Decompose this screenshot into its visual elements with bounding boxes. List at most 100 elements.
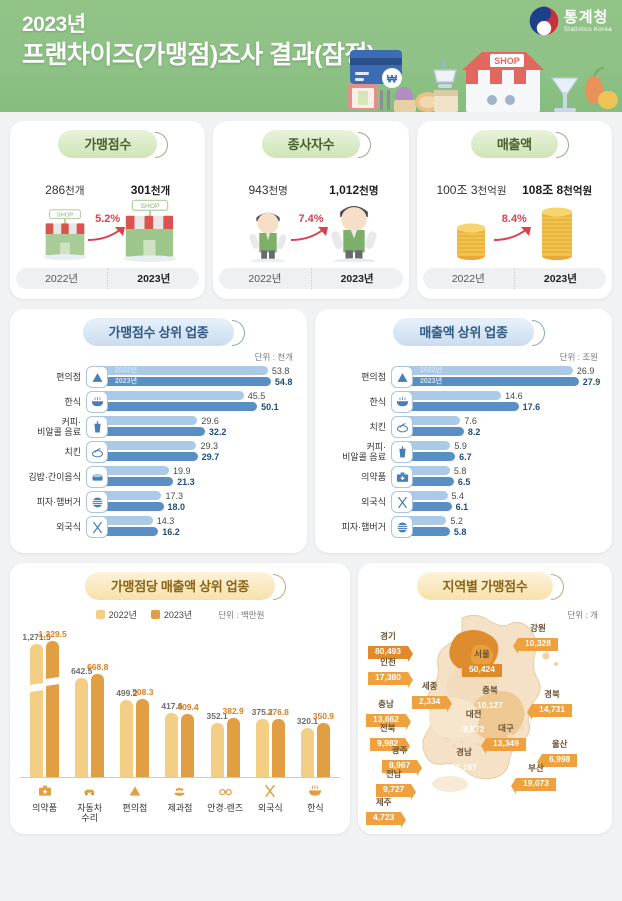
map-region-name: 경북 <box>544 689 560 699</box>
hbar-bar-2022: 2022년 26.9 <box>406 366 594 376</box>
vbar-value-2022: 320.1 <box>296 715 319 726</box>
kpi-years: 2022년 2023년 <box>16 268 200 289</box>
hbar-bars: 2022년 26.9 2023년 27.9 <box>406 366 602 388</box>
hbar-value-2023: 5.8 <box>453 526 467 537</box>
korea-map-wrap: 경기 80,493 서울 50,424 인천 17,380 강원 10,328 충북 10,127… <box>366 606 604 828</box>
vbar-x-label: 자동차 수리 <box>77 803 103 824</box>
vbar-group: 1,271.5 1,329.5 <box>22 627 67 777</box>
hbar-value-2022: 17.3 <box>165 490 183 501</box>
legend-swatch-2023 <box>150 610 160 619</box>
kpi-years: 2022년 2023년 <box>219 268 403 289</box>
glasses-icon <box>205 780 246 802</box>
kpi-title-wrap: 매출액 <box>423 130 606 158</box>
map-region-tag: 대구 13,349 <box>481 723 526 754</box>
hbar-bars: 5.8 6.5 <box>406 466 602 488</box>
kpi-year-prev: 2022년 <box>45 273 79 285</box>
korean-food-icon <box>391 391 413 413</box>
kpi-years: 2022년 2023년 <box>422 268 606 289</box>
map-region-value: 9,982 <box>370 737 411 754</box>
map-region-name: 경남 <box>456 747 472 757</box>
pizza-burger-icon <box>86 491 108 513</box>
legend-item-2023: 2023년 <box>150 608 192 621</box>
hbar-category-label: 한식 <box>369 396 386 407</box>
map-region-tag: 경기 80,493 <box>368 631 413 662</box>
worker-icon <box>242 200 294 262</box>
vbar-group: 375.2 376.8 <box>250 627 291 777</box>
vbar-x-label: 외국식 <box>257 803 283 813</box>
hbar-value-2023: 50.1 <box>261 401 279 412</box>
hbar-bar-2022: 19.9 <box>101 466 191 476</box>
vbar-x-label: 안경·렌즈 <box>207 803 244 813</box>
map-region-name: 강원 <box>530 623 546 633</box>
hbar-bar-2023: 16.2 <box>101 527 180 537</box>
hbar-bars: 5.4 6.1 <box>406 491 602 513</box>
hbar-bar-2022: 5.4 <box>406 491 464 501</box>
kpi-col-prev: 100조 3천억원 <box>432 181 511 262</box>
map-region-value: 10,127 <box>477 700 503 711</box>
coffee-cup-icon <box>391 441 413 463</box>
hbar-bars: 7.6 8.2 <box>406 416 602 438</box>
map-region-name: 서울 <box>474 649 490 659</box>
hbar-bars: 19.9 21.3 <box>101 466 297 488</box>
hbar-row: 김밥·간이음식 19.9 21.3 <box>20 466 297 488</box>
vbar-value-2022: 642.5 <box>71 665 93 676</box>
title-year: 2023년 <box>22 13 86 36</box>
map-region-value: 20,157 <box>451 762 477 773</box>
hbar-bar-2022: 29.3 <box>101 441 218 451</box>
kpi-body: 286천개 SHOP <box>16 162 199 262</box>
chart-title: 가맹점수 상위 업종 <box>82 318 246 346</box>
hbar-bar-2023: 6.1 <box>406 502 468 512</box>
hbar-value-2023: 6.5 <box>457 476 471 487</box>
map-region-value: 4,723 <box>366 811 407 828</box>
hbar-category-label: 의약품 <box>361 471 386 482</box>
hbar-rows: 편의점 2022년 26.9 2023년 27.9 한식 14.6 17.6 치킨 7.6 8.2 커… <box>325 366 602 538</box>
map-region-value: 14,731 <box>527 703 572 720</box>
map-region-tag: 광주 8,967 <box>382 745 423 776</box>
convenience-store-icon <box>391 366 413 388</box>
hbar-category-label: 피자·햄버거 <box>341 521 386 532</box>
hbar-bar-2023: 2023년 54.8 <box>101 377 292 387</box>
vbar-bar-2022: 499.2 <box>116 688 137 777</box>
cutlery-icon <box>380 90 390 110</box>
hbar-bar-2022: 2022년 53.8 <box>101 366 289 376</box>
pizza-burger-icon <box>391 516 413 538</box>
hbar-value-2022: 14.3 <box>156 515 175 526</box>
chart-unit-note: 단위 : 백만원 <box>218 609 265 620</box>
chart-title: 가맹점당 매출액 상위 업종 <box>84 572 287 600</box>
vbar-bar-2023: 350.9 <box>313 711 334 777</box>
map-region-value: 19,073 <box>511 777 556 794</box>
convenience-store-icon <box>114 780 155 802</box>
hbar-value-2023: 21.3 <box>177 476 195 487</box>
kpi-section: 가맹점수 286천개 SHOP <box>10 121 612 299</box>
hbar-bar-2022: 7.6 <box>406 416 477 426</box>
hbar-bars: 45.5 50.1 <box>101 391 297 413</box>
map-region-value: 80,493 <box>368 645 413 662</box>
kpi-card-revenue: 매출액 100조 3천억원 <box>416 121 612 299</box>
logo-text: 통계청 Statistics Korea <box>564 10 612 33</box>
hbar-value-2023: 17.6 <box>522 401 541 412</box>
kpi-curr-value: 1,012천명 <box>329 183 379 197</box>
map-region-tag: 충북 10,127 <box>470 685 510 713</box>
map-region-name: 전북 <box>379 723 396 733</box>
kpi-year-prev: 2022년 <box>248 273 282 285</box>
foreign-food-icon <box>86 516 108 538</box>
hbar-bar-2022: 5.8 <box>406 466 466 476</box>
hbar-row: 치킨 7.6 8.2 <box>325 416 602 438</box>
vbar-value-2023: 1,329.5 <box>38 629 67 640</box>
chart-title-wrap: 지역별 가맹점수 <box>366 572 604 600</box>
gimbap-icon <box>86 466 108 488</box>
legend-swatch-2022 <box>95 610 105 619</box>
shop-icon: SHOP <box>36 200 94 262</box>
chart-title: 매출액 상위 업종 <box>393 318 545 346</box>
vbar-bar-2022: 1,271.5 <box>22 632 51 777</box>
legend-item-2022: 2022년 <box>95 608 137 621</box>
korean-food-icon <box>295 780 336 802</box>
hbar-bars: 2022년 53.8 2023년 54.8 <box>101 366 297 388</box>
hbar-row: 편의점 2022년 53.8 2023년 54.8 <box>20 366 297 388</box>
hbar-category-label: 편의점 <box>361 371 386 382</box>
foreign-food-icon <box>391 491 413 513</box>
hbar-row: 커피· 비알콜 음료 29.6 32.2 <box>20 416 297 438</box>
hbar-bar-2023: 18.0 <box>101 502 185 512</box>
vbar-bar-2022: 320.1 <box>297 716 318 777</box>
hbar-value-2022: 19.9 <box>173 465 191 476</box>
